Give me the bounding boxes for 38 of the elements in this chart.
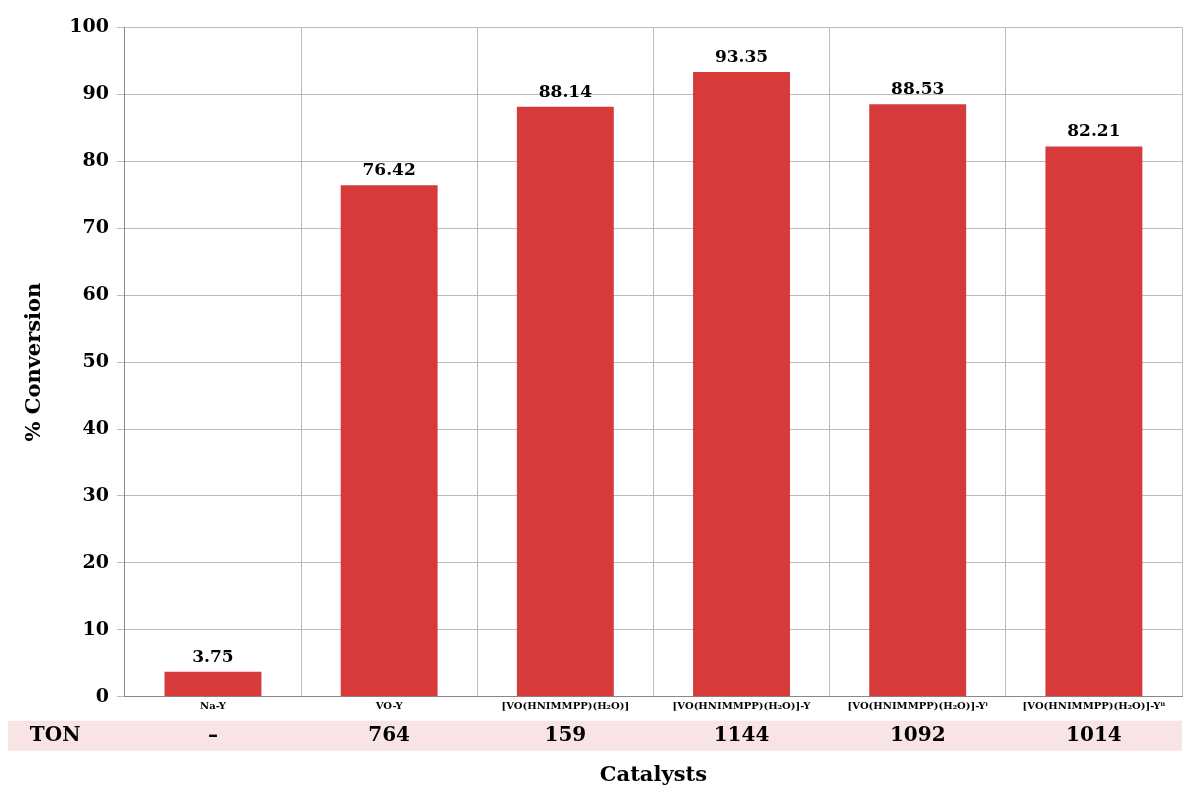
data-label: 88.14 xyxy=(538,80,593,101)
data-label: 3.75 xyxy=(192,645,234,666)
text: 159 xyxy=(544,722,587,746)
x-tick-label: VO-Y xyxy=(374,700,404,712)
y-tick-label: 70 xyxy=(82,215,109,238)
x-tick-label: [VO(HNIMMPP)(H₂O)] xyxy=(501,700,630,712)
text: – xyxy=(207,722,218,746)
y-tick-label: 90 xyxy=(82,81,109,104)
x-tick-label: [VO(HNIMMPP)(H₂O)]-Yⁱⁱ xyxy=(1022,700,1166,712)
x-axis-title: Catalysts xyxy=(599,760,708,786)
bar xyxy=(164,671,262,697)
y-tick-label: 40 xyxy=(82,415,109,438)
text: 764 xyxy=(368,722,411,746)
bar xyxy=(516,106,614,697)
y-tick-label: 30 xyxy=(82,482,109,505)
bar xyxy=(1045,146,1143,697)
y-tick-label: 10 xyxy=(82,616,109,639)
y-tick-label: 80 xyxy=(82,148,109,171)
y-tick-label: 20 xyxy=(82,549,109,572)
data-label: 93.35 xyxy=(714,45,769,66)
data-label: 88.53 xyxy=(891,78,945,99)
y-tick-label: 50 xyxy=(82,349,109,372)
data-label: 76.42 xyxy=(362,159,416,180)
text: 1144 xyxy=(713,722,770,746)
y-tick-label: 100 xyxy=(69,14,109,37)
x-tick-label: Na-Y xyxy=(200,700,227,712)
text: 1014 xyxy=(1066,722,1122,746)
x-tick-label: [VO(HNIMMPP)(H₂O)]-Y xyxy=(672,700,812,712)
y-tick-label: 0 xyxy=(95,683,109,706)
bar xyxy=(869,104,967,697)
data-label: 82.21 xyxy=(1067,120,1121,141)
text: 1092 xyxy=(889,722,946,746)
bar xyxy=(693,71,790,697)
x-tick-label: [VO(HNIMMPP)(H₂O)]-Yⁱ xyxy=(847,700,989,712)
text: TON xyxy=(29,722,81,746)
bar xyxy=(340,185,438,697)
y-tick-label: 60 xyxy=(82,282,109,305)
y-axis-title: % Conversion xyxy=(20,282,46,442)
